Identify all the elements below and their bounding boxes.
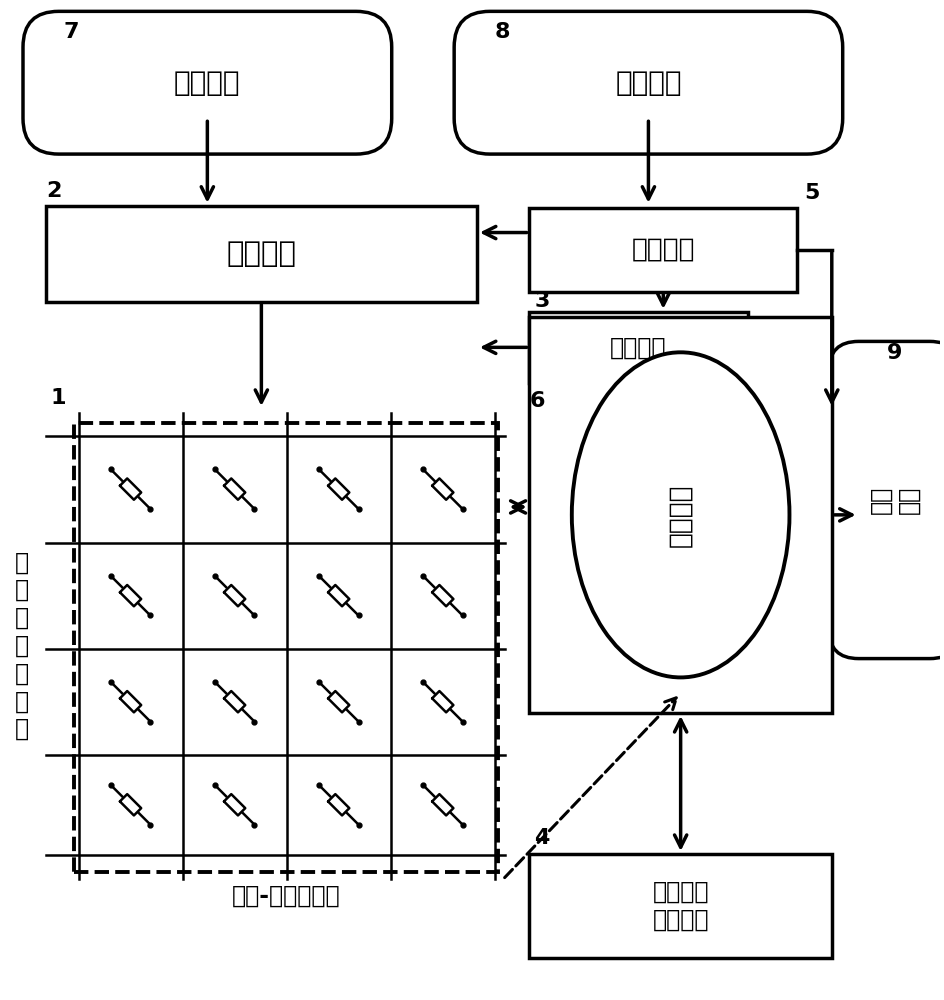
Polygon shape: [432, 691, 453, 712]
Text: 8: 8: [495, 22, 511, 42]
FancyBboxPatch shape: [23, 11, 392, 154]
FancyBboxPatch shape: [454, 11, 843, 154]
Polygon shape: [432, 585, 453, 606]
Text: 2: 2: [46, 181, 61, 201]
Bar: [530, 312, 748, 383]
Polygon shape: [120, 691, 142, 712]
Bar: [74, 423, 497, 872]
Text: 电压调节: 电压调节: [610, 335, 666, 359]
Text: 样例输入: 样例输入: [174, 69, 241, 97]
Text: 标签输入: 标签输入: [615, 69, 682, 97]
Text: 6: 6: [530, 391, 545, 411]
Ellipse shape: [572, 352, 789, 677]
Polygon shape: [224, 794, 245, 815]
Polygon shape: [432, 478, 453, 500]
Text: 脉冲
输出: 脉冲 输出: [868, 486, 920, 514]
Bar: [530, 854, 832, 958]
Polygon shape: [328, 691, 349, 712]
Text: 阻
变
存
储
器
阵
列: 阻 变 存 储 器 阵 列: [15, 550, 29, 741]
Polygon shape: [224, 585, 245, 606]
Text: 前神经元: 前神经元: [227, 240, 296, 268]
Bar: [530, 317, 832, 713]
Text: 9: 9: [886, 343, 902, 363]
Polygon shape: [120, 794, 142, 815]
Polygon shape: [328, 794, 349, 815]
Text: 7: 7: [63, 22, 79, 42]
Bar: [46, 206, 477, 302]
Polygon shape: [328, 478, 349, 500]
Text: 后神经元: 后神经元: [667, 483, 694, 547]
FancyBboxPatch shape: [829, 341, 944, 659]
Text: 3: 3: [534, 291, 549, 311]
Bar: [530, 208, 797, 292]
Polygon shape: [224, 691, 245, 712]
Polygon shape: [120, 585, 142, 606]
Text: 4: 4: [534, 828, 549, 848]
Polygon shape: [120, 478, 142, 500]
Polygon shape: [224, 478, 245, 500]
Text: 1: 1: [51, 388, 66, 408]
Text: 控制逻辑: 控制逻辑: [632, 237, 695, 263]
Polygon shape: [432, 794, 453, 815]
Text: 适应-激发神经元: 适应-激发神经元: [231, 884, 340, 908]
Polygon shape: [328, 585, 349, 606]
Text: 全局动态
阈值控制: 全局动态 阈值控制: [652, 880, 709, 932]
Text: 5: 5: [804, 183, 819, 203]
